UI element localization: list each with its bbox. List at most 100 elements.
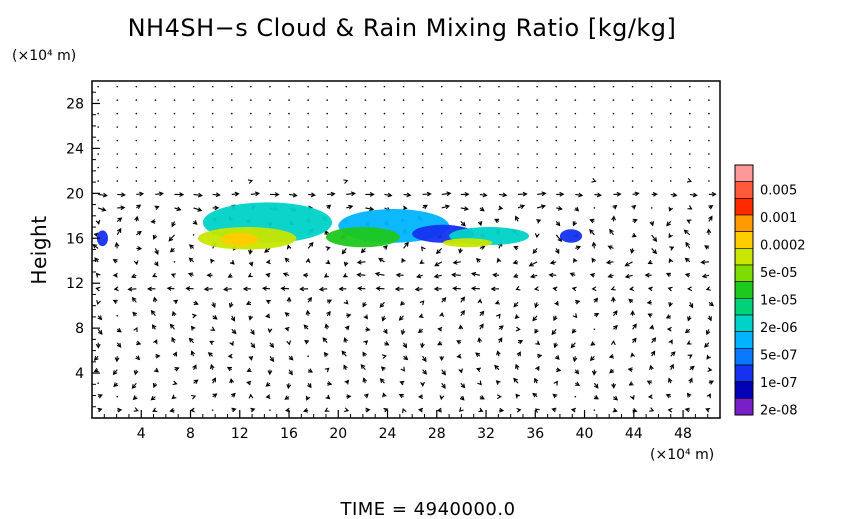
vector-arrow-head <box>669 363 674 369</box>
vector-arrow-head <box>265 394 271 400</box>
vector-arrow-head <box>137 246 143 251</box>
vector-arrow <box>224 288 232 291</box>
vector-arrow-head <box>470 286 476 291</box>
vector-arrow-head <box>209 363 215 370</box>
vector-arrow-head <box>612 310 618 316</box>
vector-arrow-head <box>612 407 618 413</box>
vector-arrow-head <box>379 378 385 383</box>
vector-arrow-head <box>326 299 332 304</box>
vector-arrow-head <box>286 296 292 302</box>
vector-arrow-head <box>689 365 695 371</box>
vector-dot <box>250 99 252 101</box>
vector-arrow-head <box>452 260 458 265</box>
vector-arrow-head <box>158 191 164 197</box>
vector-dot <box>440 99 443 101</box>
vector-dot <box>440 153 443 155</box>
vector-dot <box>230 99 233 101</box>
vector-dot <box>173 126 176 128</box>
vector-arrow-head <box>607 273 613 279</box>
vector-arrow-head <box>687 205 693 210</box>
vector-dot <box>612 99 615 101</box>
vector-arrow-head <box>670 351 676 357</box>
vector-dot <box>631 166 634 169</box>
vector-arrow-head <box>197 207 203 212</box>
vector-dot <box>116 314 119 317</box>
vector-arrow-head <box>282 272 288 277</box>
vector-dot <box>631 85 634 88</box>
vector-arrow-head <box>404 241 409 247</box>
vector-dot <box>421 112 424 115</box>
vector-dot <box>498 139 500 142</box>
vector-dot <box>173 139 176 142</box>
vector-dot <box>650 166 653 169</box>
vector-dot <box>364 99 367 101</box>
vector-arrow-head <box>131 384 137 389</box>
vector-dot <box>326 180 328 182</box>
vector-arrow-head <box>436 407 442 413</box>
vector-dot <box>593 139 596 142</box>
vector-arrow-head <box>513 302 519 308</box>
vector-arrow <box>365 207 374 210</box>
vector-dot <box>593 207 596 209</box>
vector-arrow-head <box>267 328 273 334</box>
vector-dot <box>555 180 558 182</box>
vector-arrow <box>460 207 468 210</box>
vector-arrow-head <box>607 245 613 250</box>
vector-dot <box>708 85 710 88</box>
vector-arrow-head <box>398 315 404 321</box>
vector-arrow-head <box>684 257 690 263</box>
vector-dot <box>479 99 481 101</box>
vector-dot <box>517 85 519 88</box>
vector-arrow-head <box>112 299 118 305</box>
colorbar-label: 2e-06 <box>760 321 798 336</box>
vector-dot <box>230 180 233 182</box>
vector-dot <box>402 126 405 128</box>
vector-arrow <box>155 192 163 196</box>
vector-arrow-head <box>120 205 126 211</box>
vector-arrow <box>651 234 657 242</box>
vector-arrow <box>212 193 220 196</box>
vector-arrow-head <box>613 395 619 401</box>
vector-arrow-head <box>150 395 156 401</box>
vector-arrow-head <box>248 249 253 255</box>
vector-arrow-head <box>647 259 653 265</box>
vector-dot <box>192 139 195 142</box>
x-axis-ticks: 4 8 12 16 20 24 28 32 36 40 44 48 <box>103 410 709 442</box>
colorbar-swatch <box>734 264 754 282</box>
vector-arrow-head <box>574 369 580 375</box>
x-tick-label: 20 <box>329 426 347 442</box>
vector-arrow-head <box>575 299 581 305</box>
vector-arrow-head <box>477 221 483 227</box>
colorbar-swatch <box>734 181 754 199</box>
vector-dot <box>517 99 519 101</box>
colorbar-swatch <box>734 164 754 182</box>
vector-arrow-head <box>688 377 693 383</box>
vector-arrow-head <box>433 286 439 292</box>
vector-arrow-head <box>459 395 465 401</box>
vector-dot <box>498 126 500 128</box>
vector-dot <box>708 126 710 128</box>
vector-arrow-head <box>494 218 500 224</box>
vector-arrow-head <box>116 327 122 333</box>
vector-dot <box>383 99 386 101</box>
vector-arrow-head <box>632 218 638 224</box>
vector-dot <box>650 85 653 88</box>
vector-arrow-head <box>475 352 481 358</box>
chart-title: NH4SH−s Cloud & Rain Mixing Ratio [kg/kg… <box>128 14 677 42</box>
vector-arrow-head <box>171 394 177 400</box>
vector-arrow-head <box>214 205 220 211</box>
vector-arrow-head <box>707 367 713 372</box>
vector-dot <box>97 153 99 155</box>
vector-dot <box>689 112 691 115</box>
vector-arrow-head <box>629 248 635 254</box>
vector-arrow-head <box>288 355 294 361</box>
vector-arrow-head <box>665 314 671 319</box>
vector-dot <box>230 166 233 169</box>
vector-arrow-head <box>152 407 158 412</box>
vector-arrow-head <box>479 310 485 316</box>
vector-dot <box>421 126 424 128</box>
vector-arrow-head <box>418 313 424 319</box>
vector-dot <box>440 139 443 142</box>
vector-arrow-head <box>152 383 158 389</box>
vector-arrow-head <box>382 392 387 398</box>
